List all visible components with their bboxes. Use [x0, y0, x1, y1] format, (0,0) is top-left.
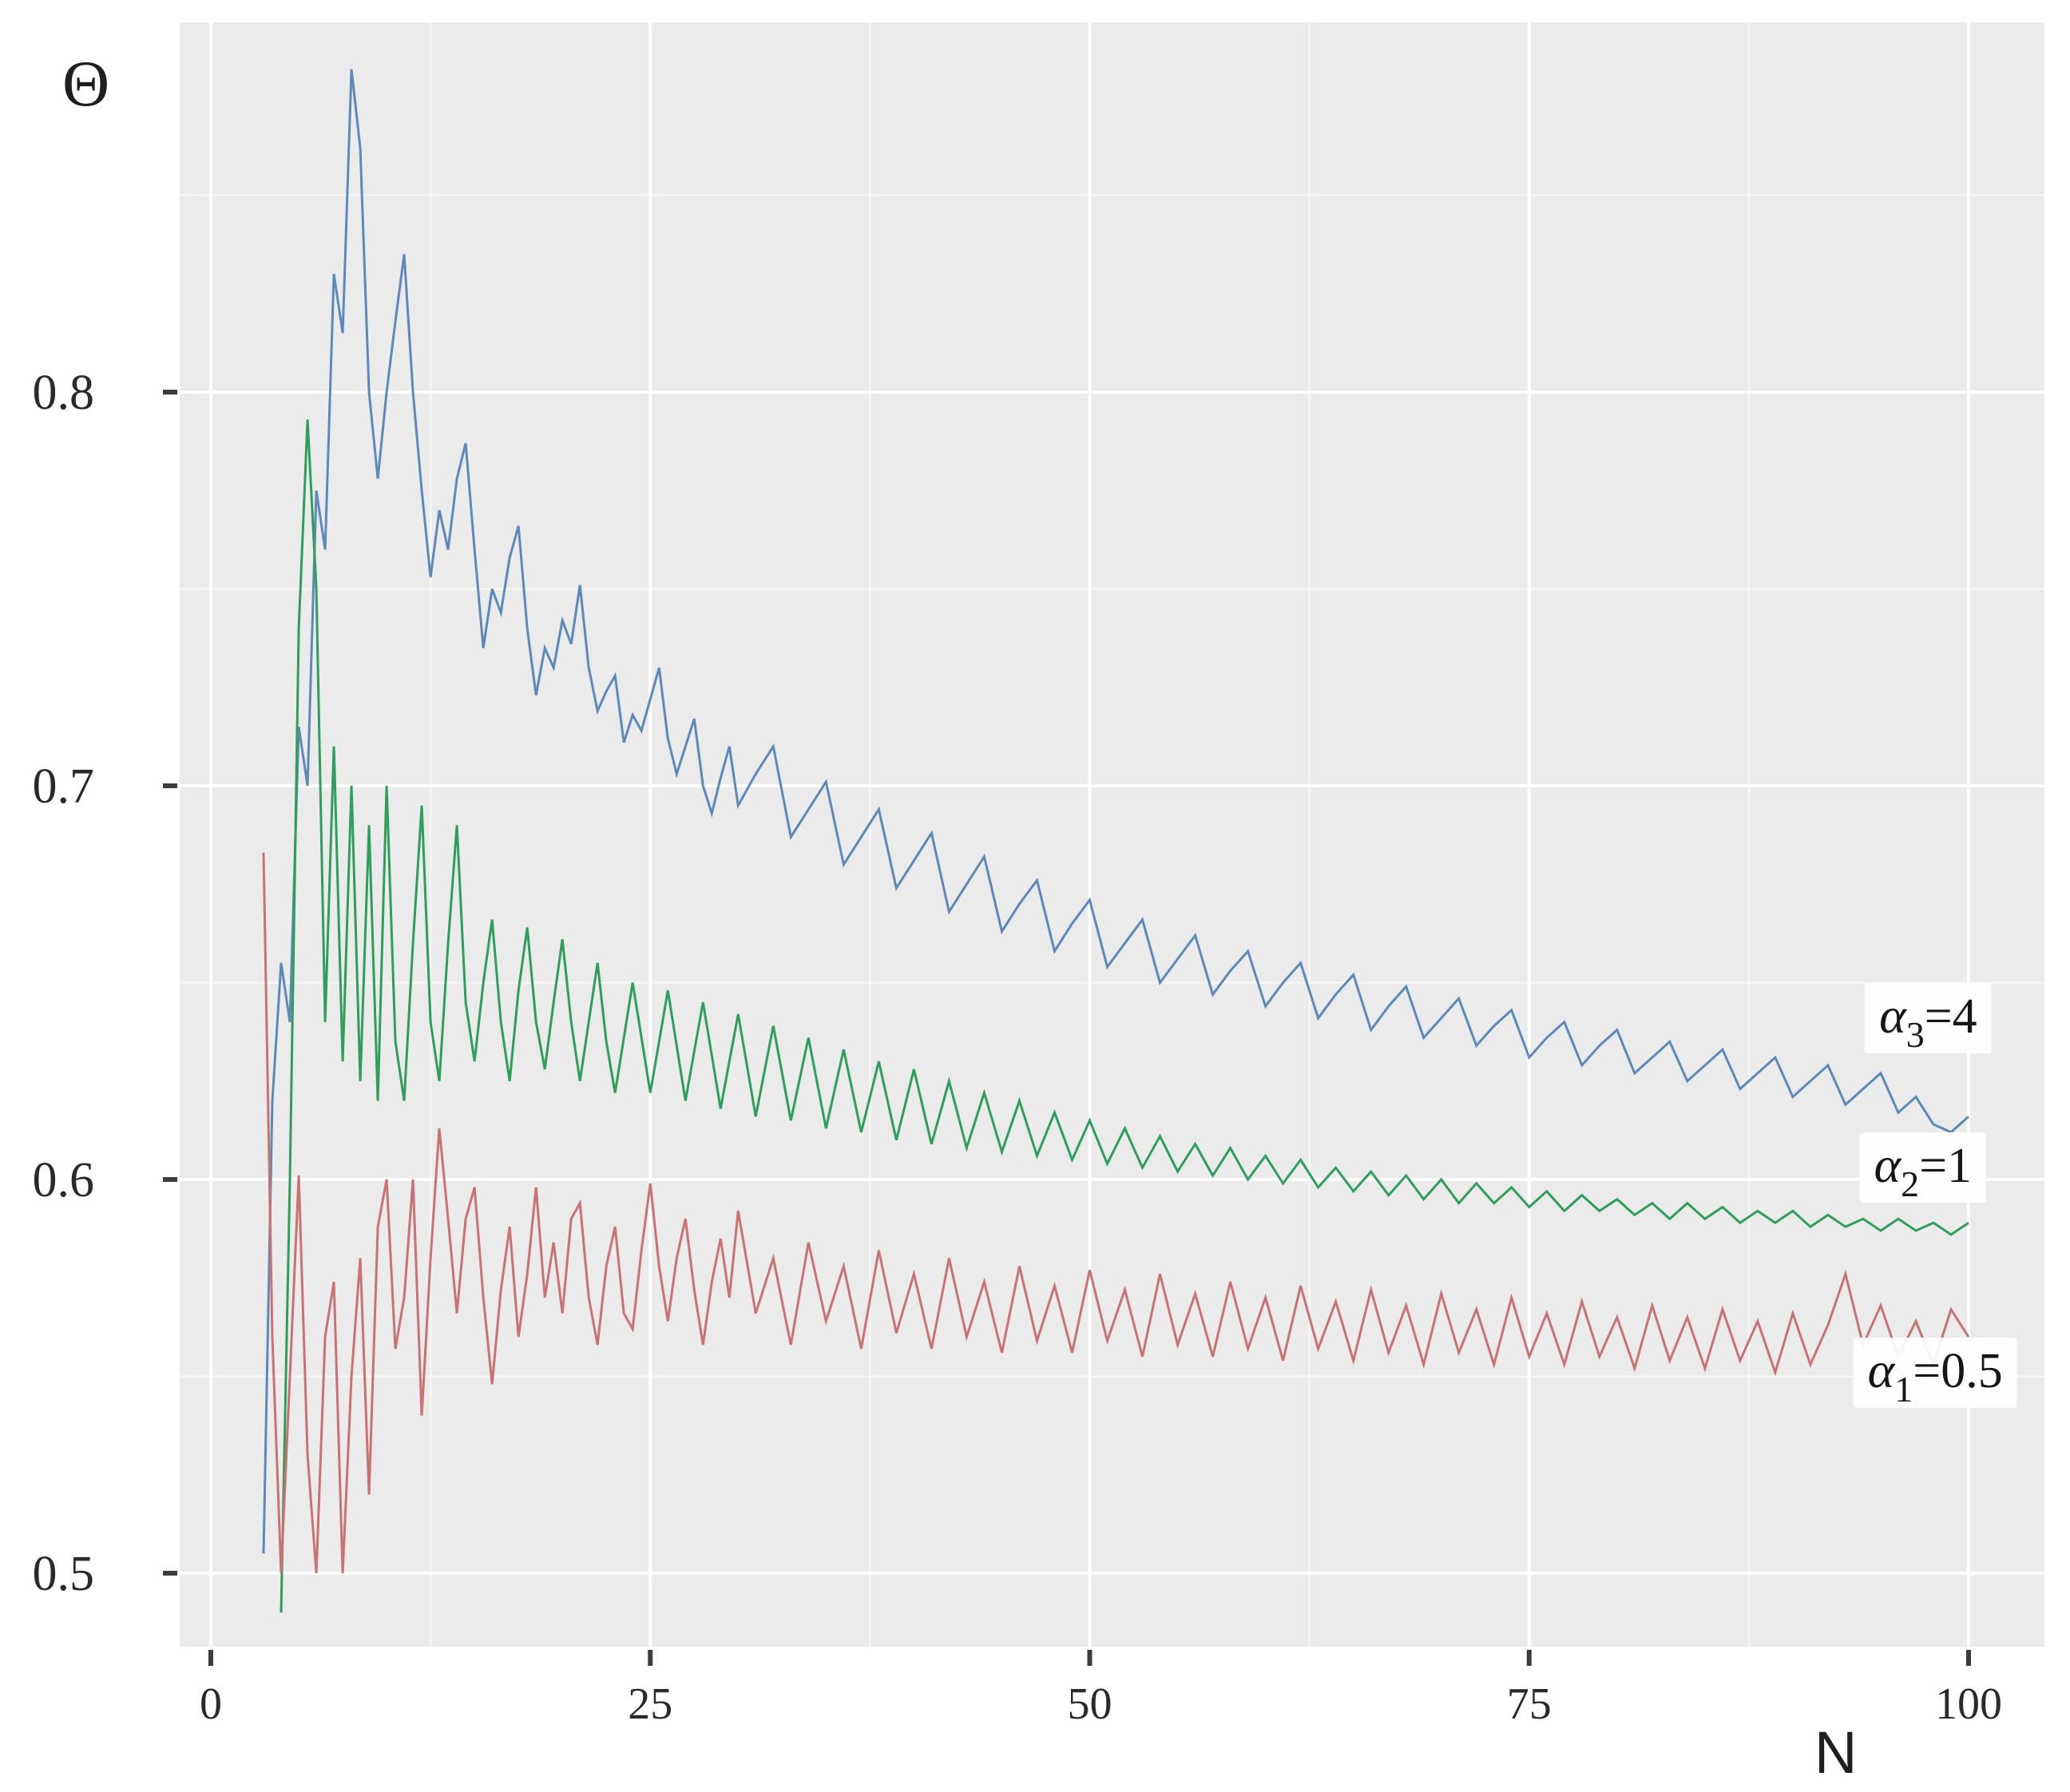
y-tick-label-0.7: 0.7	[33, 759, 95, 814]
alpha-subscript: 3	[1905, 1013, 1925, 1055]
plot-panel	[180, 22, 2044, 1647]
y-tick-label-0.6: 0.6	[33, 1153, 95, 1207]
alpha-subscript: 2	[1901, 1164, 1920, 1205]
series-line-alpha2	[280, 419, 1969, 1613]
alpha-symbol: α	[1867, 1341, 1895, 1398]
x-tick-label-75: 75	[1507, 1679, 1552, 1729]
y-axis-title-theta: Θ	[62, 47, 110, 120]
series-line-alpha3	[262, 69, 1970, 1554]
x-tick-label-25: 25	[628, 1679, 672, 1729]
alpha-value: =0.5	[1913, 1343, 2003, 1398]
annotation-label-alpha2: α2=1	[1859, 1132, 1987, 1205]
series-line-alpha1	[262, 852, 1970, 1574]
x-tick-label-0: 0	[200, 1679, 222, 1729]
alpha-symbol: α	[1874, 1136, 1901, 1194]
x-tick-label-50: 50	[1068, 1679, 1112, 1729]
annotation-label-alpha1: α1=0.5	[1853, 1337, 2017, 1409]
annotation-label-alpha3: α3=4	[1865, 982, 1992, 1055]
x-tick-label-100: 100	[1935, 1679, 2002, 1729]
y-tick-label-0.5: 0.5	[33, 1547, 95, 1601]
y-tick-label-0.8: 0.8	[33, 366, 95, 420]
alpha-value: =4	[1924, 989, 1977, 1044]
x-axis-title-n: N	[1814, 1719, 1858, 1786]
alpha-symbol: α	[1879, 986, 1906, 1044]
alpha-subscript: 1	[1894, 1368, 1913, 1409]
alpha-value: =1	[1919, 1139, 1973, 1194]
